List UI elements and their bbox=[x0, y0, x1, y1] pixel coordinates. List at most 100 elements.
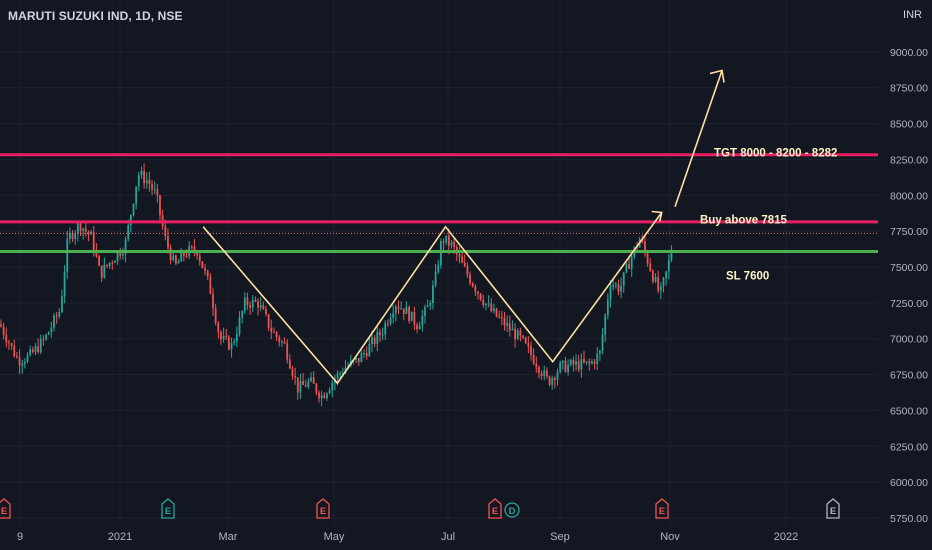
candle-body bbox=[368, 344, 371, 357]
candle-body bbox=[341, 372, 344, 374]
candle-body bbox=[196, 251, 198, 256]
time-tick-label: Mar bbox=[219, 531, 238, 543]
candle-body bbox=[270, 327, 273, 333]
candle-body bbox=[302, 381, 304, 385]
candle-body bbox=[31, 349, 34, 353]
candle-body bbox=[620, 285, 622, 292]
price-tick-label: 7000.00 bbox=[890, 334, 928, 346]
time-tick-label: 9 bbox=[17, 531, 23, 543]
candle-body bbox=[442, 241, 445, 243]
earnings-marker[interactable]: E bbox=[0, 498, 11, 519]
candle-body bbox=[667, 260, 670, 272]
currency-label[interactable]: INR bbox=[901, 9, 924, 21]
candle-body bbox=[193, 246, 196, 252]
price-tick-label: 5750.00 bbox=[890, 513, 928, 525]
candle-body bbox=[376, 331, 379, 344]
price-axis[interactable]: 9000.00 8750.00 8500.00 8250.00 8000.00 7750.… bbox=[878, 0, 932, 550]
candle-body bbox=[477, 291, 479, 294]
candle-body bbox=[400, 308, 403, 310]
candle-body bbox=[288, 359, 291, 369]
candle-body bbox=[0, 324, 2, 327]
price-tick-label: 6250.00 bbox=[890, 441, 928, 453]
candle-body bbox=[265, 309, 267, 315]
candle-body bbox=[172, 255, 175, 261]
w-pattern-drawing[interactable] bbox=[202, 69, 725, 385]
candle-body bbox=[546, 370, 548, 377]
dividend-marker[interactable]: D bbox=[504, 502, 520, 518]
earnings-marker[interactable]: E bbox=[488, 498, 502, 519]
candle-body bbox=[474, 286, 477, 292]
candle-body bbox=[458, 254, 461, 257]
candle-body bbox=[129, 215, 132, 226]
candle-body bbox=[506, 323, 509, 326]
candle-body bbox=[617, 283, 620, 292]
candle-body bbox=[79, 223, 82, 231]
candle-body bbox=[326, 393, 328, 399]
candle-body bbox=[371, 337, 373, 345]
candle-body bbox=[559, 362, 562, 373]
earnings-marker[interactable]: E bbox=[655, 498, 669, 519]
candle-body bbox=[228, 336, 230, 350]
candle-body bbox=[95, 250, 98, 256]
candle-body bbox=[408, 307, 410, 322]
candle-body bbox=[18, 357, 21, 366]
candle-body bbox=[98, 255, 100, 266]
candle-body bbox=[447, 235, 450, 246]
candle-body bbox=[519, 330, 522, 336]
candle-body bbox=[569, 359, 572, 365]
candle-body bbox=[66, 238, 69, 272]
candle-body bbox=[291, 368, 294, 377]
candle-body bbox=[659, 286, 662, 291]
horizontal-levels[interactable]: 8282.957814.607607.957734.25 bbox=[0, 146, 930, 260]
time-axis[interactable]: 9 2021 Mar May Jul Sep Nov 2022 bbox=[17, 531, 798, 543]
candle-body bbox=[580, 358, 583, 370]
candle-body bbox=[654, 276, 657, 282]
candle-body bbox=[114, 261, 116, 263]
candle-body bbox=[185, 255, 188, 257]
candle-body bbox=[201, 261, 204, 269]
candle-body bbox=[180, 252, 183, 262]
earnings-marker[interactable]: E bbox=[826, 498, 840, 519]
candle-body bbox=[320, 395, 323, 399]
w-pattern-line[interactable] bbox=[202, 212, 663, 385]
price-tick-label: 8500.00 bbox=[890, 119, 928, 131]
candle-body bbox=[92, 232, 95, 251]
event-marker-label: E bbox=[1, 506, 7, 517]
candle-body bbox=[500, 317, 503, 319]
earnings-marker[interactable]: E bbox=[316, 498, 330, 519]
candle-body bbox=[392, 313, 395, 318]
candle-body bbox=[167, 235, 169, 248]
candle-body bbox=[413, 311, 416, 325]
candle-body bbox=[267, 314, 270, 328]
candle-body bbox=[662, 277, 665, 287]
candle-body bbox=[220, 332, 222, 340]
candle-body bbox=[312, 377, 315, 384]
candle-body bbox=[487, 303, 490, 305]
candle-body bbox=[175, 255, 177, 264]
candle-body bbox=[561, 360, 564, 363]
candle-body bbox=[39, 338, 42, 353]
candle-body bbox=[209, 276, 212, 294]
candle-body bbox=[418, 325, 421, 330]
candle-body bbox=[437, 265, 440, 272]
candle-body bbox=[606, 299, 609, 315]
candle-body bbox=[151, 183, 153, 190]
candle-body bbox=[278, 337, 281, 343]
candlestick-series bbox=[0, 163, 673, 407]
target-arrow-line[interactable] bbox=[674, 70, 723, 208]
candle-body bbox=[34, 346, 37, 353]
price-tick-label: 7250.00 bbox=[890, 298, 928, 310]
candle-body bbox=[58, 312, 61, 317]
earnings-marker[interactable]: E bbox=[161, 498, 175, 519]
candle-body bbox=[304, 384, 307, 387]
candle-body bbox=[670, 249, 673, 261]
candle-body bbox=[424, 307, 426, 316]
candle-body bbox=[540, 373, 543, 377]
candle-body bbox=[140, 171, 143, 176]
candle-body bbox=[434, 271, 437, 286]
candle-body bbox=[416, 324, 418, 330]
candle-body bbox=[567, 364, 569, 372]
candle-body bbox=[381, 334, 384, 336]
